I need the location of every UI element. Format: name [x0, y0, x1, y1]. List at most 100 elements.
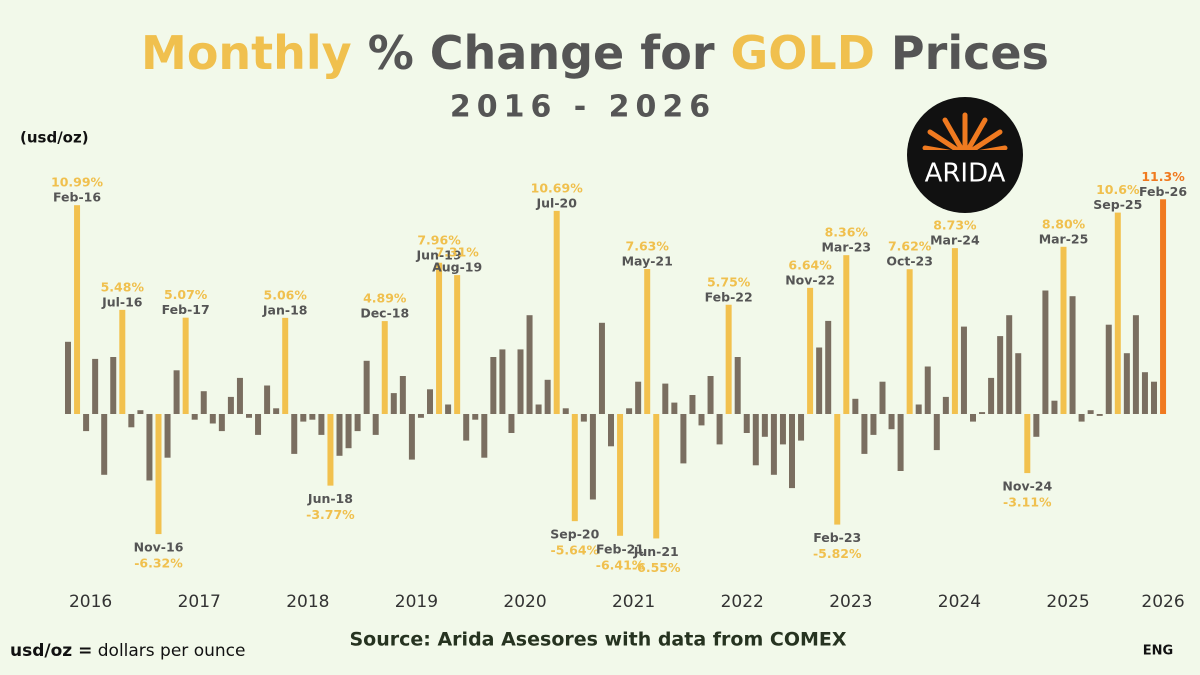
bar: [834, 414, 841, 525]
month-label: Oct-23: [886, 254, 933, 269]
month-label: Jun-21: [633, 544, 679, 559]
logo: ARIDA: [907, 97, 1023, 213]
value-label: 6.64%: [788, 257, 832, 272]
bar: [345, 414, 352, 449]
bar: [870, 414, 877, 435]
subtitle: 2016 - 2026: [450, 90, 716, 125]
bar: [924, 366, 931, 414]
year-label: 2016: [69, 592, 112, 612]
bar: [173, 370, 180, 414]
bar: [291, 414, 298, 454]
bar: [1132, 315, 1139, 414]
bar: [1151, 381, 1157, 414]
bar: [101, 414, 108, 475]
bar: [1015, 353, 1022, 414]
bar: [1123, 353, 1130, 414]
bar: [137, 410, 144, 414]
bar: [816, 347, 823, 414]
bar: [879, 381, 886, 414]
month-label: May-21: [622, 254, 673, 269]
bar: [318, 414, 325, 435]
month-label: Aug-19: [432, 260, 482, 275]
month-label: Dec-18: [360, 306, 409, 321]
title-part: Prices: [891, 26, 1049, 80]
bar: [1078, 414, 1085, 422]
year-label: 2019: [395, 592, 438, 612]
title-part: % Change for: [368, 26, 715, 80]
bar: [951, 248, 958, 414]
bar: [988, 377, 995, 414]
month-label: Jun-19: [416, 247, 462, 262]
bar: [327, 414, 334, 486]
bar: [300, 414, 307, 422]
month-label: Mar-24: [930, 233, 980, 248]
bar: [671, 402, 678, 414]
bar: [1160, 199, 1167, 414]
bar: [843, 255, 850, 414]
month-label: Jan-18: [262, 302, 308, 317]
bar: [128, 414, 135, 428]
bar: [526, 315, 533, 414]
bar: [825, 320, 832, 414]
bar: [1051, 400, 1058, 414]
bar: [734, 357, 741, 414]
bar: [906, 269, 913, 414]
bar: [472, 414, 479, 420]
month-label: Nov-16: [134, 540, 184, 555]
bar: [1024, 414, 1031, 474]
value-label: 8.73%: [933, 218, 977, 233]
bar: [617, 414, 624, 536]
chart-title: Monthly % Change for GOLD Prices: [141, 26, 1049, 80]
year-label: 2024: [938, 592, 981, 612]
value-label: 10.6%: [1096, 182, 1140, 197]
bar: [580, 414, 587, 422]
year-label: 2026: [1141, 592, 1184, 612]
bar: [789, 414, 795, 489]
value-label: 10.99%: [51, 175, 104, 190]
bar: [970, 414, 976, 422]
month-label: Sep-20: [550, 527, 599, 542]
language: ENG: [1143, 644, 1173, 659]
bar: [200, 391, 207, 414]
bar: [761, 414, 768, 437]
bar: [209, 414, 216, 424]
month-label: Feb-23: [813, 530, 861, 545]
bar: [481, 414, 488, 458]
value-label: 11.3%: [1141, 169, 1185, 184]
bar: [408, 414, 415, 460]
month-label: Nov-24: [1002, 479, 1052, 494]
value-label: -6.55%: [632, 560, 681, 575]
bar: [417, 414, 424, 418]
bar: [589, 414, 596, 500]
plot: 10.99%Feb-16 5.48%Jul-16 -6.32%Nov-16 5.07%…: [51, 169, 1187, 612]
bar: [427, 389, 433, 414]
bar: [218, 414, 225, 432]
logo-text: ARIDA: [925, 159, 1006, 189]
bar: [698, 414, 705, 426]
bar: [933, 414, 940, 451]
bar: [1006, 315, 1013, 414]
bar: [770, 414, 777, 475]
value-label: -3.77%: [306, 507, 355, 522]
bar: [309, 414, 316, 420]
bar: [1114, 212, 1121, 414]
month-label: Feb-16: [53, 190, 101, 205]
bar: [1060, 246, 1067, 414]
year-label: 2023: [829, 592, 872, 612]
bar: [635, 381, 642, 414]
value-label: -5.64%: [551, 543, 600, 558]
title-part: Monthly: [141, 26, 352, 80]
bar: [119, 309, 126, 414]
title-part: GOLD: [731, 26, 875, 80]
bar: [707, 376, 714, 414]
bar: [680, 414, 687, 464]
bar: [454, 275, 461, 414]
bar: [897, 414, 904, 471]
bar: [110, 357, 117, 414]
year-label: 2017: [178, 592, 221, 612]
bar: [354, 414, 361, 432]
bar: [191, 414, 198, 420]
bar: [499, 349, 506, 414]
bar: [508, 414, 515, 433]
